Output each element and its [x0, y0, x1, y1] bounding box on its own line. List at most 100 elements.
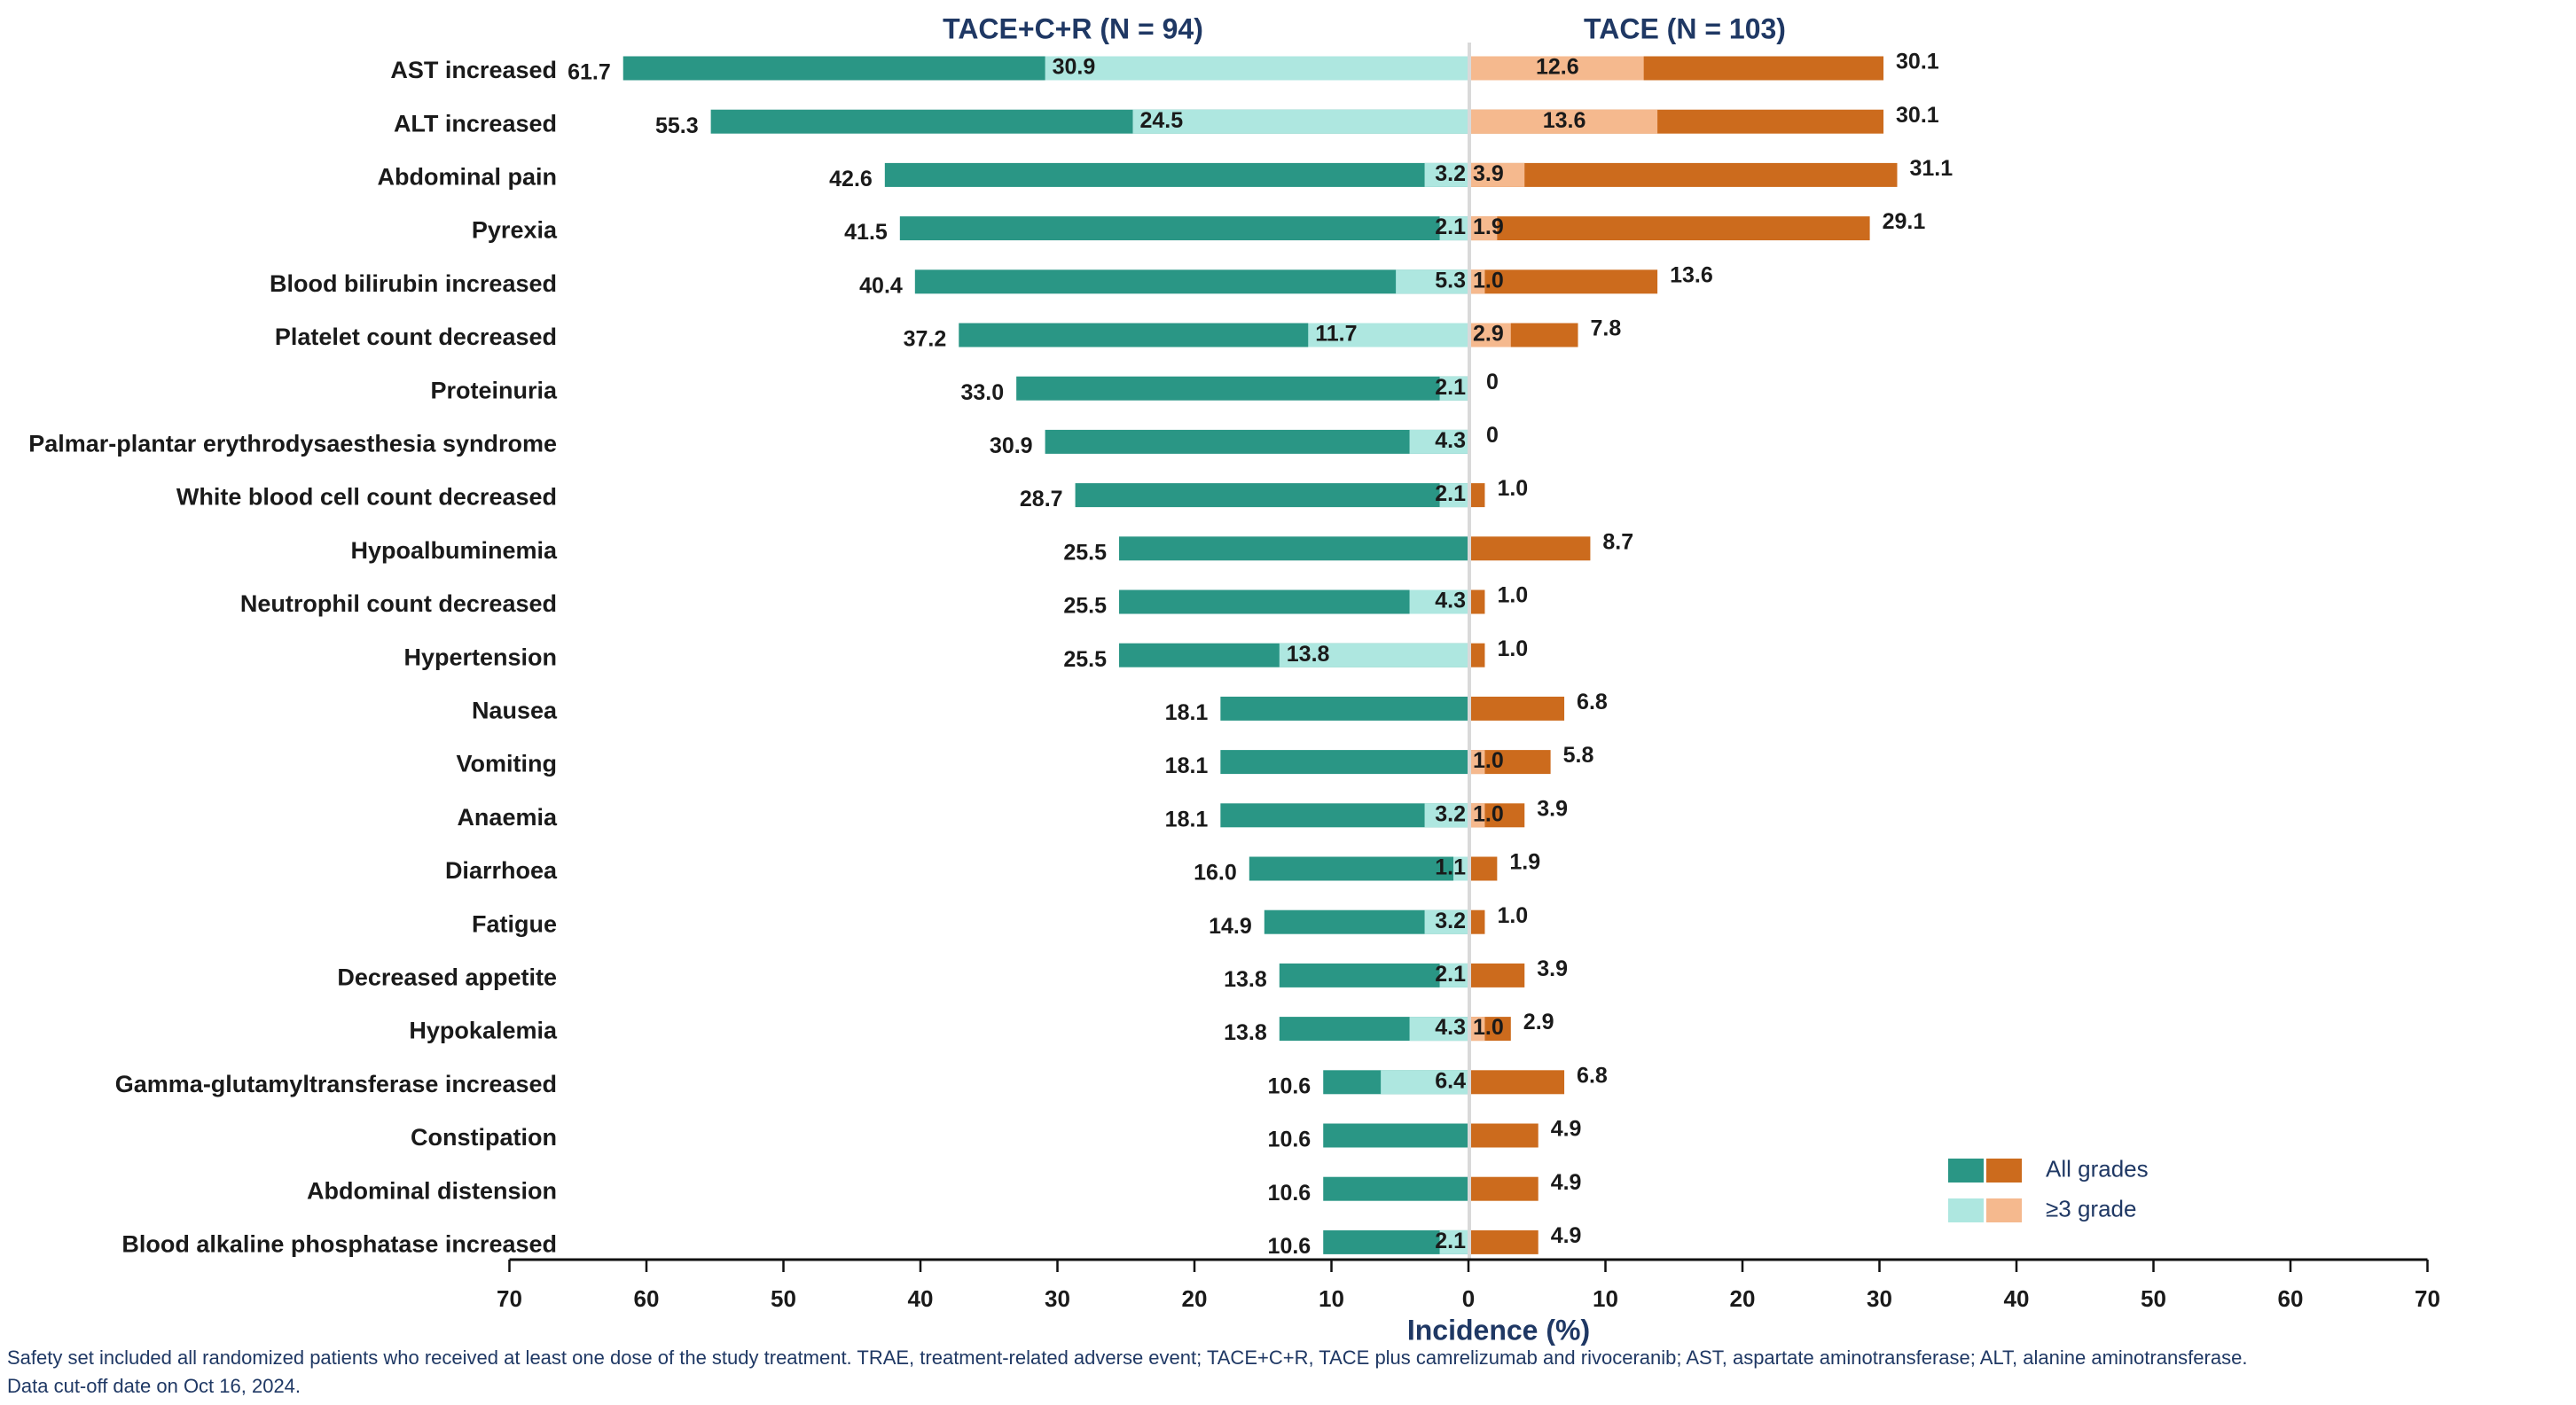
- value-label-right-all: 3.9: [1537, 956, 1568, 981]
- bar-left-all-grades: [1045, 429, 1468, 454]
- value-label-right-all: 13.6: [1670, 262, 1713, 287]
- category-label: Diarrhoea: [445, 857, 558, 884]
- bar-right-all-grades: [1471, 536, 1591, 561]
- bar-left-grade3: [1439, 216, 1468, 241]
- x-tick-label: 20: [1730, 1285, 1756, 1312]
- bar-right-all-grades: [1471, 1070, 1565, 1095]
- value-label-left-grade3: 2.1: [1435, 215, 1466, 239]
- category-label: Nausea: [472, 698, 558, 724]
- bar-left-grade3: [1439, 1229, 1468, 1254]
- value-label-left-all: 25.5: [1063, 647, 1107, 672]
- value-label-left-grade3: 13.8: [1287, 642, 1330, 667]
- value-label-left-all: 25.5: [1063, 594, 1107, 619]
- x-tick-label: 50: [771, 1285, 796, 1312]
- footnote-line-1: Safety set included all randomized patie…: [7, 1346, 2248, 1369]
- category-label: Abdominal pain: [378, 164, 558, 191]
- value-label-right-grade3: 3.9: [1473, 161, 1504, 186]
- bar-left-all-grades: [899, 216, 1468, 241]
- bar-left-grade3: [1424, 162, 1468, 187]
- value-label-left-grade3: 1.1: [1435, 855, 1466, 880]
- value-label-left-all: 28.7: [1020, 487, 1063, 511]
- category-label: Anaemia: [457, 804, 558, 831]
- value-label-left-all: 42.6: [829, 167, 873, 191]
- value-label-left-grade3: 24.5: [1139, 108, 1183, 133]
- bar-left-grade3: [1424, 803, 1468, 828]
- bar-left-all-grades: [1119, 536, 1468, 561]
- value-label-left-all: 30.9: [990, 433, 1033, 458]
- bar-right-all-grades: [1471, 483, 1485, 508]
- category-label: Decreased appetite: [337, 964, 557, 991]
- bar-right-all-grades: [1471, 643, 1485, 667]
- value-label-right-grade3: 1.0: [1473, 268, 1504, 293]
- footnote-line-2: Data cut-off date on Oct 16, 2024.: [7, 1375, 301, 1397]
- value-label-right-grade3: 1.0: [1473, 801, 1504, 826]
- value-label-right-all: 1.0: [1497, 636, 1528, 661]
- bar-left-grade3: [1409, 429, 1468, 454]
- value-label-right-all: 4.9: [1551, 1223, 1582, 1248]
- bar-right-grade3: [1471, 216, 1498, 241]
- x-tick-label: 10: [1593, 1285, 1618, 1312]
- bar-right-all-grades: [1471, 696, 1565, 721]
- bar-left-grade3: [1453, 856, 1468, 881]
- bar-right-all-grades: [1471, 216, 1870, 241]
- x-tick-label: 60: [2278, 1285, 2304, 1312]
- legend-label-grade3: ≥3 grade: [2046, 1195, 2136, 1222]
- bar-right-grade3: [1471, 162, 1525, 187]
- value-label-right-all: 1.0: [1497, 476, 1528, 501]
- value-label-right-all: 8.7: [1602, 529, 1633, 554]
- value-label-right-all: 30.1: [1896, 103, 1939, 128]
- value-label-left-all: 10.6: [1268, 1181, 1311, 1206]
- bar-left-all-grades: [1323, 1123, 1468, 1148]
- value-label-left-all: 10.6: [1268, 1234, 1311, 1259]
- bar-left-grade3: [1381, 1070, 1468, 1095]
- value-label-left-grade3: 4.3: [1435, 428, 1466, 453]
- value-label-left-all: 41.5: [844, 220, 888, 245]
- value-label-right-all: 31.1: [1909, 156, 1953, 181]
- category-label: Palmar-plantar erythrodysaesthesia syndr…: [28, 431, 557, 457]
- category-label: Neutrophil count decreased: [240, 590, 557, 617]
- value-label-right-grade3: 1.9: [1473, 215, 1504, 239]
- value-label-left-grade3: 2.1: [1435, 481, 1466, 506]
- category-label: Hypertension: [403, 644, 557, 670]
- value-label-right-grade3: 13.6: [1543, 108, 1586, 133]
- bar-left-grade3: [1396, 269, 1468, 294]
- category-label: White blood cell count decreased: [176, 484, 557, 511]
- value-label-left-all: 33.0: [960, 380, 1004, 405]
- category-label: Blood alkaline phosphatase increased: [121, 1231, 557, 1258]
- bar-left-grade3: [1439, 376, 1468, 401]
- value-label-right-all: 6.8: [1577, 690, 1608, 714]
- category-label: Gamma-glutamyltransferase increased: [115, 1071, 557, 1097]
- category-label: Hypoalbuminemia: [350, 537, 558, 564]
- value-label-right-all: 5.8: [1563, 743, 1594, 768]
- bar-left-grade3: [1439, 963, 1468, 987]
- bar-right-grade3: [1471, 323, 1511, 347]
- value-label-left-all: 18.1: [1165, 807, 1209, 831]
- bar-left-grade3: [1308, 323, 1468, 347]
- bar-right-all-grades: [1471, 269, 1658, 294]
- legend-label-all-grades: All grades: [2046, 1155, 2149, 1182]
- bar-right-all-grades: [1471, 963, 1525, 987]
- legend-swatch-left-all: [1948, 1159, 1984, 1183]
- legend-swatch-left-grade3: [1948, 1198, 1984, 1222]
- category-label: Constipation: [411, 1124, 557, 1151]
- bar-left-all-grades: [914, 269, 1468, 294]
- value-label-left-grade3: 5.3: [1435, 268, 1466, 293]
- category-label: Hypokalemia: [409, 1018, 558, 1044]
- value-label-left-all: 18.1: [1165, 753, 1209, 778]
- value-label-right-all: 1.0: [1497, 903, 1528, 928]
- bar-left-all-grades: [1016, 376, 1468, 401]
- value-label-left-grade3: 2.1: [1435, 375, 1466, 400]
- bar-right-grade3: [1471, 56, 1644, 81]
- value-label-right-all: 7.8: [1591, 316, 1622, 341]
- bar-right-all-grades: [1471, 1176, 1539, 1201]
- bar-right-all-grades: [1471, 909, 1485, 934]
- value-label-right-all: 30.1: [1896, 50, 1939, 74]
- bar-right-all-grades: [1471, 162, 1898, 187]
- bar-right-grade3: [1471, 109, 1658, 134]
- bar-left-all-grades: [1249, 856, 1468, 881]
- value-label-left-grade3: 30.9: [1053, 55, 1096, 80]
- x-tick-label: 60: [634, 1285, 660, 1312]
- bar-right-grade3: [1471, 1017, 1485, 1042]
